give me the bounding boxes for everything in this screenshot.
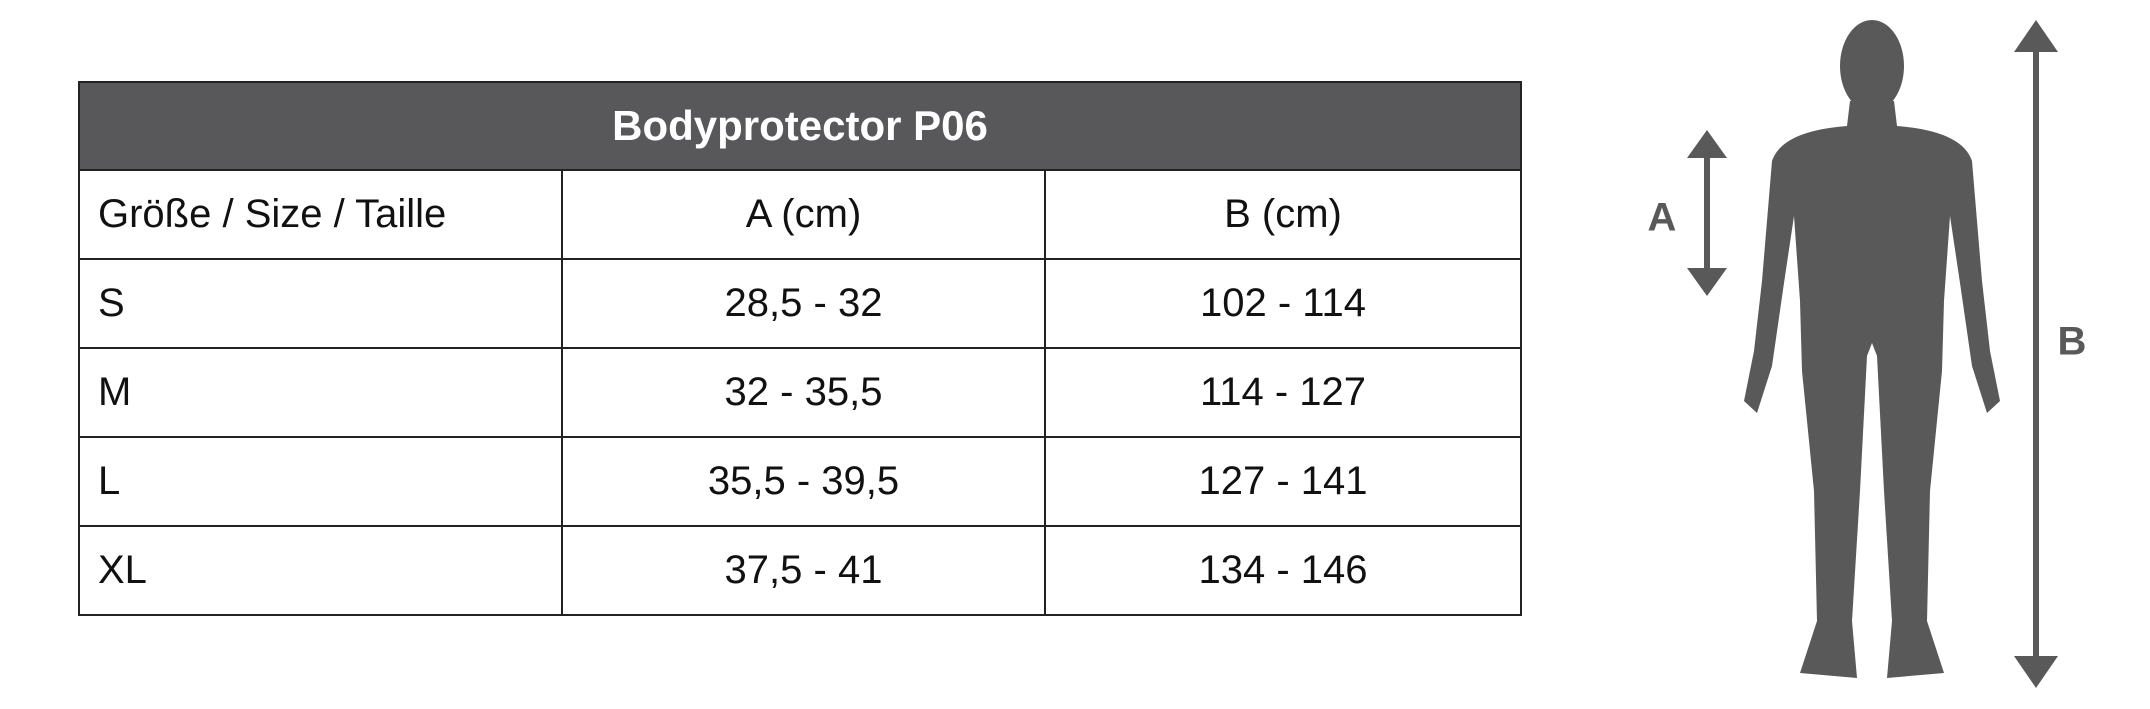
arrow-b: [2014, 20, 2058, 688]
table-row: M 32 - 35,5 114 - 127: [78, 347, 1522, 438]
table-cell: 37,5 - 41: [561, 525, 1046, 616]
table-cell: Größe / Size / Taille: [78, 169, 563, 260]
table-cell: 114 - 127: [1044, 347, 1522, 438]
table-cell: 127 - 141: [1044, 436, 1522, 527]
table-cell: B (cm): [1044, 169, 1522, 260]
table-cell: L: [78, 436, 563, 527]
table-cell: S: [78, 258, 563, 349]
table-cell: 35,5 - 39,5: [561, 436, 1046, 527]
table-cell: 28,5 - 32: [561, 258, 1046, 349]
table-row: Größe / Size / Taille A (cm) B (cm): [78, 169, 1522, 260]
table-cell: XL: [78, 525, 563, 616]
table-title: Bodyprotector P06: [78, 81, 1522, 171]
arrow-a: [1687, 130, 1727, 296]
table-cell: A (cm): [561, 169, 1046, 260]
size-table: Bodyprotector P06 Größe / Size / Taille A…: [78, 81, 1522, 616]
label-b: B: [2058, 320, 2087, 364]
table-row: S 28,5 - 32 102 - 114: [78, 258, 1522, 349]
silhouette: [1744, 20, 2000, 678]
table-cell: 102 - 114: [1044, 258, 1522, 349]
table-cell: M: [78, 347, 563, 438]
table-cell: 32 - 35,5: [561, 347, 1046, 438]
label-a: A: [1648, 196, 1677, 240]
body: [1744, 101, 2000, 678]
table-row: XL 37,5 - 41 134 - 146: [78, 525, 1522, 616]
table-row: L 35,5 - 39,5 127 - 141: [78, 436, 1522, 527]
table-cell: 134 - 146: [1044, 525, 1522, 616]
head: [1840, 20, 1904, 112]
